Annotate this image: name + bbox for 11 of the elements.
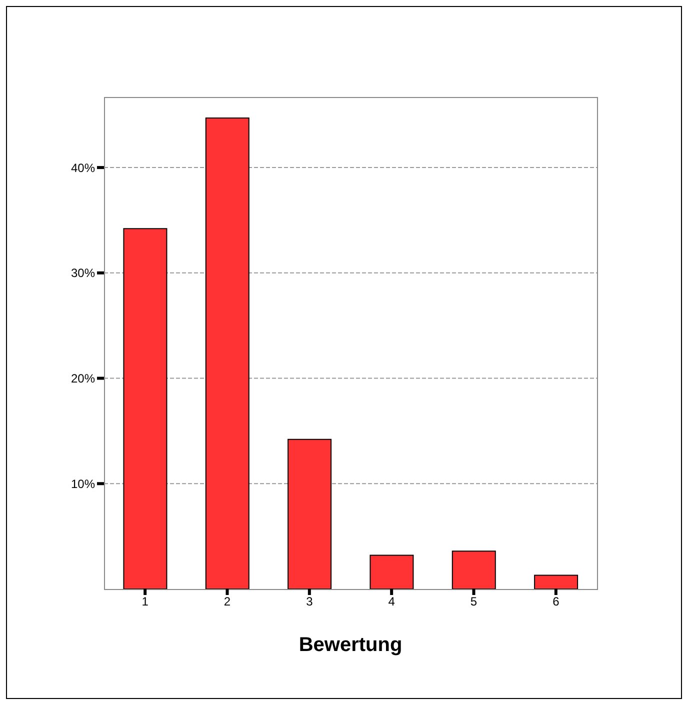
x-axis-title: Bewertung: [298, 634, 402, 656]
x-tick-label: 5: [470, 594, 478, 609]
x-tick-label: 1: [142, 594, 149, 609]
x-tick-label: 2: [224, 594, 231, 609]
y-tick-label: 40%: [70, 160, 96, 175]
x-tick-label: 6: [552, 594, 560, 609]
y-tick-label: 10%: [70, 476, 96, 491]
y-tick-label: 30%: [70, 266, 96, 280]
y-tick-label: 20%: [70, 372, 96, 386]
x-tick-label: 3: [306, 594, 314, 609]
x-tick-label: 4: [388, 594, 396, 609]
